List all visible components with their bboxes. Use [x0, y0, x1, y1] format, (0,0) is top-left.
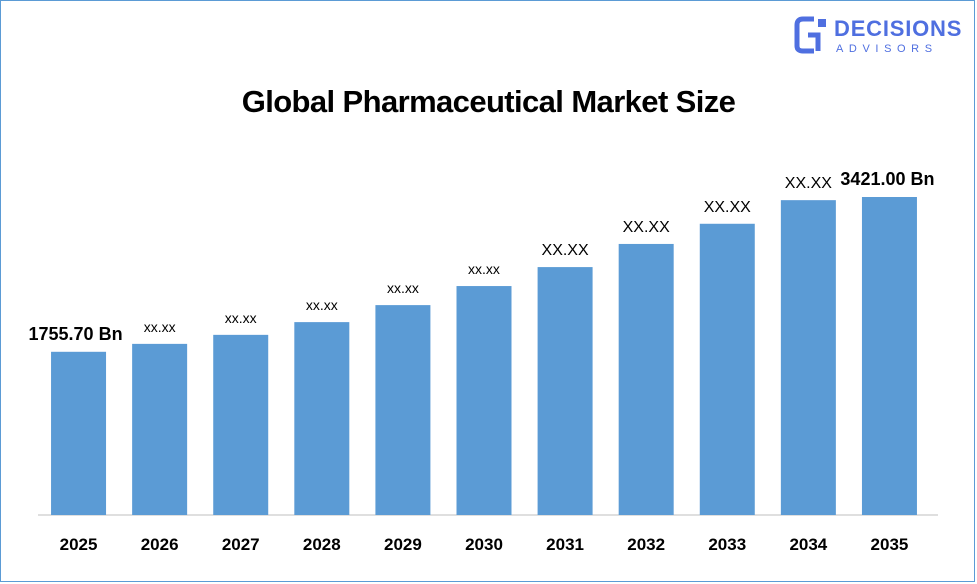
bar-2030	[456, 286, 512, 515]
bar-2029	[375, 305, 431, 515]
data-label-2033: XX.XX	[704, 199, 751, 216]
brand-name: DECISIONS	[834, 16, 963, 41]
data-label-2026: xx.xx	[144, 319, 176, 335]
data-label-2028: xx.xx	[306, 297, 338, 313]
brand-subtitle: ADVISORS	[836, 43, 938, 55]
bar-2034	[780, 200, 836, 516]
x-tick-label-2034: 2034	[789, 535, 827, 554]
bar-2026	[132, 343, 188, 515]
bar-2027	[213, 334, 269, 515]
x-tick-label-2029: 2029	[384, 535, 422, 554]
x-tick-label-2035: 2035	[871, 535, 909, 554]
bar-2031	[537, 267, 593, 515]
decisions-advisors-logo-icon	[794, 16, 826, 54]
bar-2032	[618, 243, 674, 515]
x-tick-label-2033: 2033	[708, 535, 746, 554]
x-tick-label-2030: 2030	[465, 535, 503, 554]
x-tick-label-2025: 2025	[60, 535, 98, 554]
x-tick-label-2031: 2031	[546, 535, 584, 554]
data-label-2031: XX.XX	[542, 242, 589, 259]
bar-2028	[294, 322, 350, 515]
data-label-2029: xx.xx	[387, 280, 419, 296]
data-label-2025: 1755.70 Bn	[29, 324, 123, 344]
bar-2035	[861, 197, 917, 515]
brand-logo: DECISIONS ADVISORS	[794, 14, 964, 58]
x-tick-label-2028: 2028	[303, 535, 341, 554]
bar-2033	[699, 223, 755, 515]
data-label-2027: xx.xx	[225, 310, 257, 326]
x-tick-label-2026: 2026	[141, 535, 179, 554]
data-label-2030: xx.xx	[468, 261, 500, 277]
x-tick-label-2027: 2027	[222, 535, 260, 554]
bar-2025	[51, 351, 107, 515]
data-label-2034: XX.XX	[785, 175, 832, 192]
chart-title: Global Pharmaceutical Market Size	[241, 84, 736, 119]
data-label-2032: XX.XX	[623, 219, 670, 236]
x-tick-label-2032: 2032	[627, 535, 665, 554]
data-label-2035: 3421.00 Bn	[840, 169, 934, 189]
